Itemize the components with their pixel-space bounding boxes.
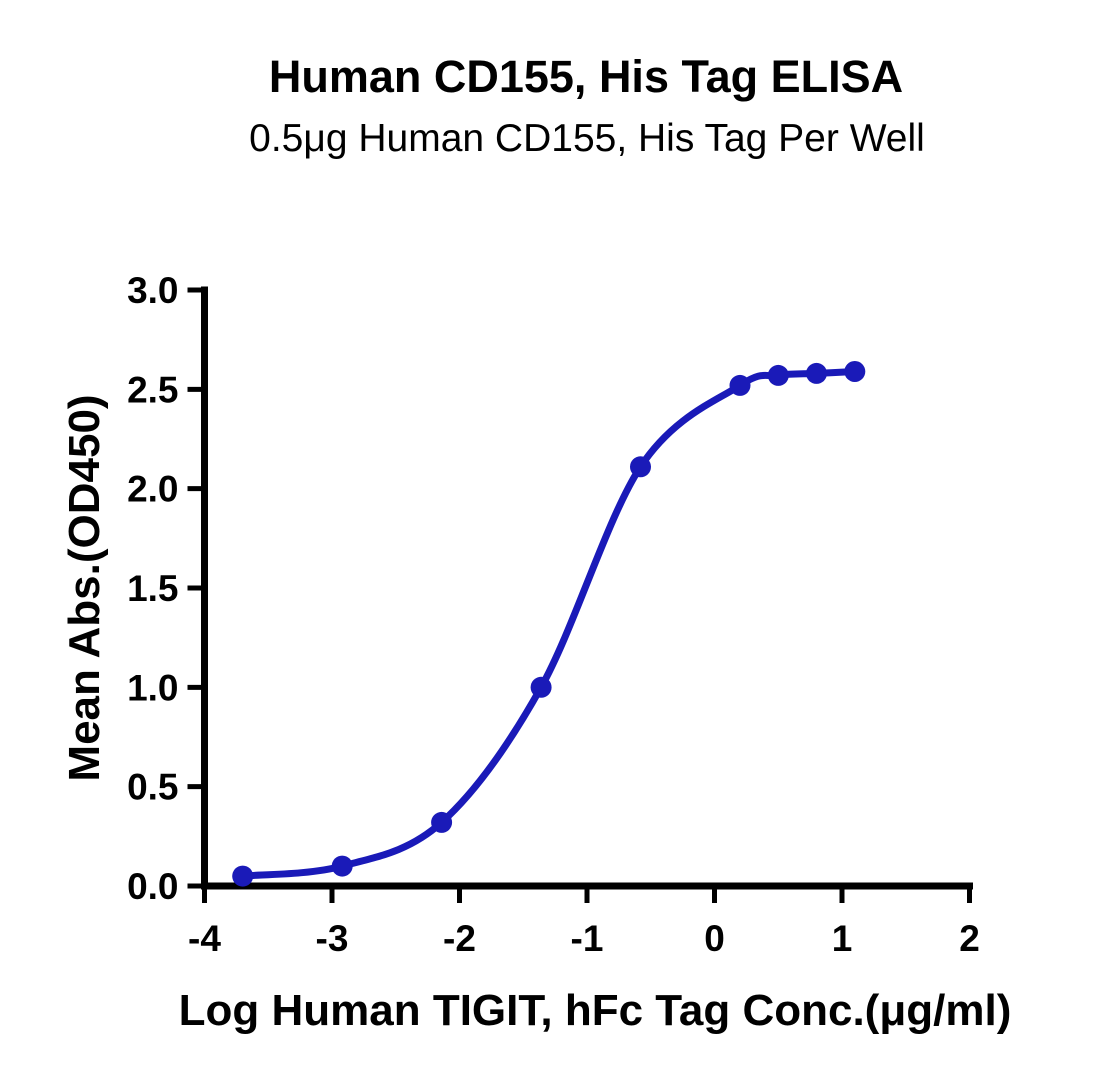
chart-subtitle: 0.5μg Human CD155, His Tag Per Well xyxy=(249,117,925,160)
y-tick-label: 2.0 xyxy=(127,469,178,510)
y-tick-label: 3.0 xyxy=(127,270,178,311)
data-point xyxy=(232,865,254,887)
data-points-layer xyxy=(232,361,866,887)
data-point xyxy=(431,811,453,833)
x-tick-label: 2 xyxy=(959,918,980,959)
y-tick-label: 0.0 xyxy=(127,866,178,907)
x-tick-label: 1 xyxy=(832,918,853,959)
ticks: 0.0 0.5 1.0 1.5 2.0 2.5 3.0 -4 -3 -2 -1 0 1 2 xyxy=(127,270,980,959)
chart-title: Human CD155, His Tag ELISA xyxy=(269,51,903,102)
data-point xyxy=(844,361,866,382)
x-tick-label: -3 xyxy=(316,918,349,959)
y-tick-label: 1.0 xyxy=(127,667,178,708)
x-tick-label: -1 xyxy=(571,918,604,959)
y-tick-label: 2.5 xyxy=(127,369,178,410)
y-tick-label: 0.5 xyxy=(127,767,178,808)
dose-response-curve xyxy=(239,368,859,880)
data-point xyxy=(806,362,827,384)
x-axis-label: Log Human TIGIT, hFc Tag Conc.(μg/ml) xyxy=(179,986,1012,1035)
data-point xyxy=(331,855,353,877)
x-tick-label: 0 xyxy=(704,918,725,959)
y-axis-label: Mean Abs.(OD450) xyxy=(60,394,109,781)
x-tick-label: -4 xyxy=(188,918,221,959)
fit-curve-layer xyxy=(239,368,859,880)
data-point xyxy=(729,374,751,396)
data-point xyxy=(767,364,789,386)
y-tick-label: 1.5 xyxy=(127,568,178,609)
data-point xyxy=(630,456,651,478)
data-point xyxy=(530,676,552,698)
x-tick-label: -2 xyxy=(443,918,476,959)
